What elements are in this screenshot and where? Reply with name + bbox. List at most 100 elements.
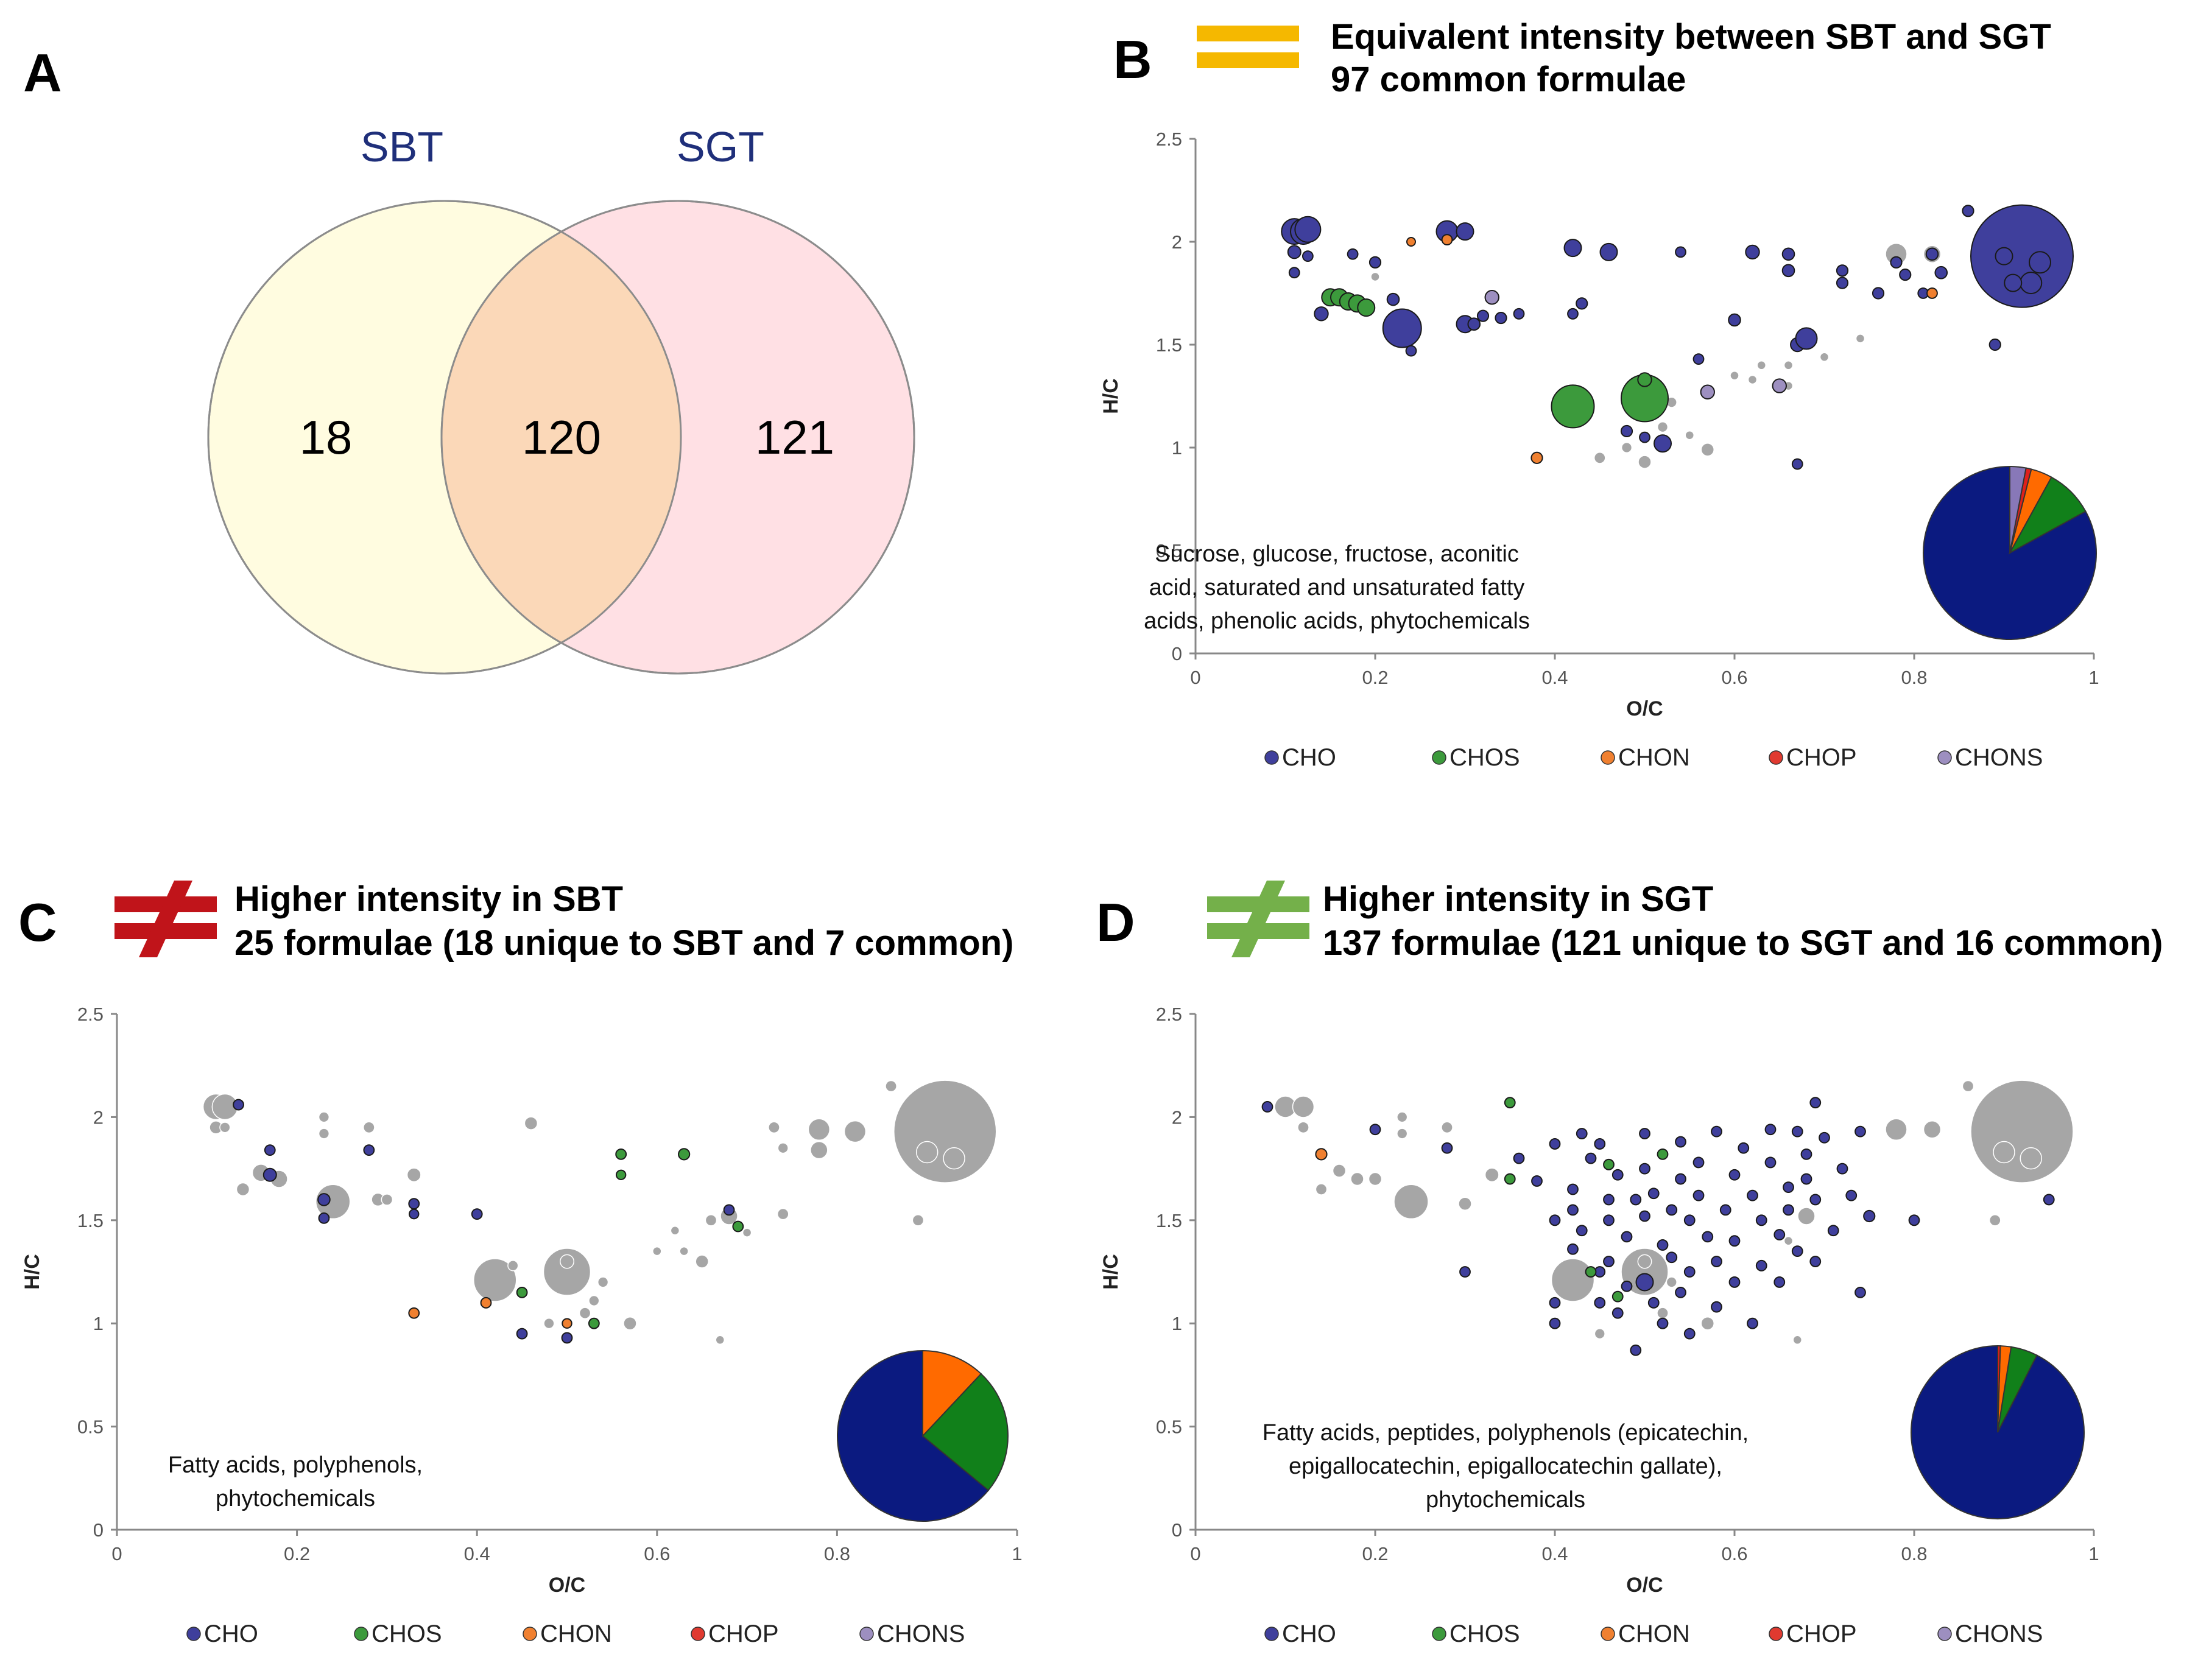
panel-b-point-cho [1382,308,1422,348]
panel-d-point-cho [1635,1273,1654,1292]
panel-d-note-line: epigallocatechin, epigallocatechin galla… [1289,1454,1722,1479]
panel-d-letter: D [1096,892,1135,952]
panel-d-point-grey [1332,1164,1347,1178]
panel-b-x-tick-label: 0.6 [1721,667,1747,688]
venn-label-sgt: SGT [677,123,764,171]
panel-c-point-cho [233,1099,244,1111]
panel-d-point-grey [1441,1121,1453,1134]
venn-outline-sbt [207,200,682,675]
panel-b-point-cho [1728,313,1741,327]
panel-d-point-cho [1647,1296,1660,1309]
panel-d-point-cho [1728,1276,1741,1288]
panel-b-point-grey [1638,455,1652,469]
panel-b-point-chons [1700,384,1715,399]
panel-d-point-cho [1261,1101,1273,1113]
panel-b-point-cho [1495,311,1507,325]
panel-b-legend-label-cho: CHO [1282,744,1336,771]
panel-d-point-chos [1603,1158,1615,1170]
panel-d-point-chos [1504,1173,1516,1185]
panel-b-point-cho [1563,239,1582,258]
panel-d-legend-marker-chons [1937,1627,1952,1641]
panel-d-legend-label-chop: CHOP [1786,1620,1857,1647]
panel-d-point-grey [1397,1128,1408,1139]
panel-c-point-cho [318,1212,330,1224]
panel-c-point-cho [317,1193,331,1206]
panel-d-point-cho [1621,1231,1633,1243]
panel-b-point-grey [1730,370,1739,381]
panel-d-point-cho [1827,1225,1839,1237]
panel-b-point-cho [1599,242,1618,261]
panel-d-legend-marker-chos [1432,1627,1446,1641]
panel-c-point-grey [915,1141,939,1164]
panel-c-y-axis-title: H/C [21,1254,44,1290]
panel-d-note-line: phytochemicals [1426,1487,1585,1513]
panel-c-x-tick-label: 0.6 [644,1543,670,1564]
venn-count-overlap: 120 [522,410,601,464]
panel-d-point-grey [1551,1258,1595,1302]
panel-b-point-cho [2020,272,2043,295]
panel-c-point-grey [885,1080,897,1092]
panel-d-point-cho [1603,1214,1615,1226]
panel-c-header: C Higher intensity in SBT 25 formulae (1… [18,879,1013,963]
panel-c-point-grey [473,1258,517,1302]
panel-b-letter: B [1113,29,1152,90]
panel-b-point-cho [1513,308,1525,320]
panel-c-note-line: Fatty acids, polyphenols, [168,1452,423,1478]
panel-d-point-cho [1603,1194,1615,1206]
panel-d-point-cho [1783,1181,1794,1193]
panel-c-legend-label-chop: CHOP [708,1620,779,1647]
panel-d-scatter: 0 0.2 0.4 0.6 0.8 1 0 0.5 1 1.5 2 2.5 O/C H/C Fatty ac… [1099,1004,2099,1647]
panel-b-point-cho [1899,268,1912,281]
panel-d-point-cho [1764,1156,1777,1169]
panel-d-point-cho [1692,1189,1705,1201]
panel-d-point-cho [1639,1128,1650,1139]
panel-b-scatter: 0 0.2 0.4 0.6 0.8 1 0 0.5 1 1.5 2 2.5 O/C H/C Sucrose,… [1099,128,2099,771]
panel-b-point-chos [1551,384,1595,429]
panel-d-point-cho [1567,1204,1579,1216]
panel-d-point-cho [1791,1245,1803,1258]
panel-d-point-grey [1594,1328,1605,1340]
panel-b-point-chon [1406,237,1416,247]
panel-d-point-cho [1630,1344,1642,1356]
panel-d-point-grey [1970,1080,2074,1183]
panel-d-point-cho [1755,1214,1767,1226]
panel-c-point-grey [318,1111,330,1123]
panel-a-letter: A [23,43,62,103]
panel-d-point-cho [1576,1128,1588,1139]
panel-d-point-cho [1809,1256,1822,1267]
panel-c-pie-slice-chos [921,1373,1009,1491]
panel-c-y-tick-label: 1 [93,1313,104,1334]
panel-b-point-cho [1456,222,1474,241]
panel-b-point-cho [1467,317,1481,331]
panel-d-note-line: Fatty acids, peptides, polyphenols (epic… [1263,1420,1749,1446]
panel-c-point-grey [893,1080,997,1183]
panel-b-y-tick-label: 2 [1172,231,1182,253]
panel-d-point-cho [1809,1194,1822,1206]
panel-b-header: B Equivalent intensity between SBT and S… [1113,17,2051,99]
panel-c-point-cho [363,1144,375,1156]
panel-c-legend-marker-chons [859,1627,874,1641]
panel-d-y-tick-label: 2.5 [1156,1004,1182,1025]
panel-b-point-cho [1692,353,1705,365]
panel-b-point-cho [1934,266,1948,280]
panel-b-legend-label-chons: CHONS [1955,744,2043,771]
panel-c-point-grey [362,1121,375,1134]
panel-b-point-grey [1855,334,1865,343]
panel-d-point-cho [1549,1296,1561,1309]
panel-b-x-tick-label: 0.4 [1541,667,1568,688]
panel-b-point-chon [1441,234,1453,246]
panel-d-legend-marker-chop [1769,1627,1783,1641]
panel-d-point-chos [1585,1266,1597,1278]
panel-c-legend-label-chos: CHOS [372,1620,442,1647]
panel-c-point-chos [615,1169,627,1180]
panel-b-pie-slice-chos [2008,476,2087,555]
panel-d-point-cho [1549,1214,1561,1226]
panel-d-point-cho [1791,1125,1803,1138]
panel-b-point-cho [1620,424,1633,438]
panel-b-point-cho [1654,434,1672,453]
panel-d-point-cho [1747,1189,1758,1201]
panel-d-x-axis-title: O/C [1626,1574,1663,1597]
panel-c-legend-label-chon: CHON [540,1620,612,1647]
not-equal-green-icon [1207,881,1309,957]
panel-d-point-chos [1657,1148,1669,1160]
